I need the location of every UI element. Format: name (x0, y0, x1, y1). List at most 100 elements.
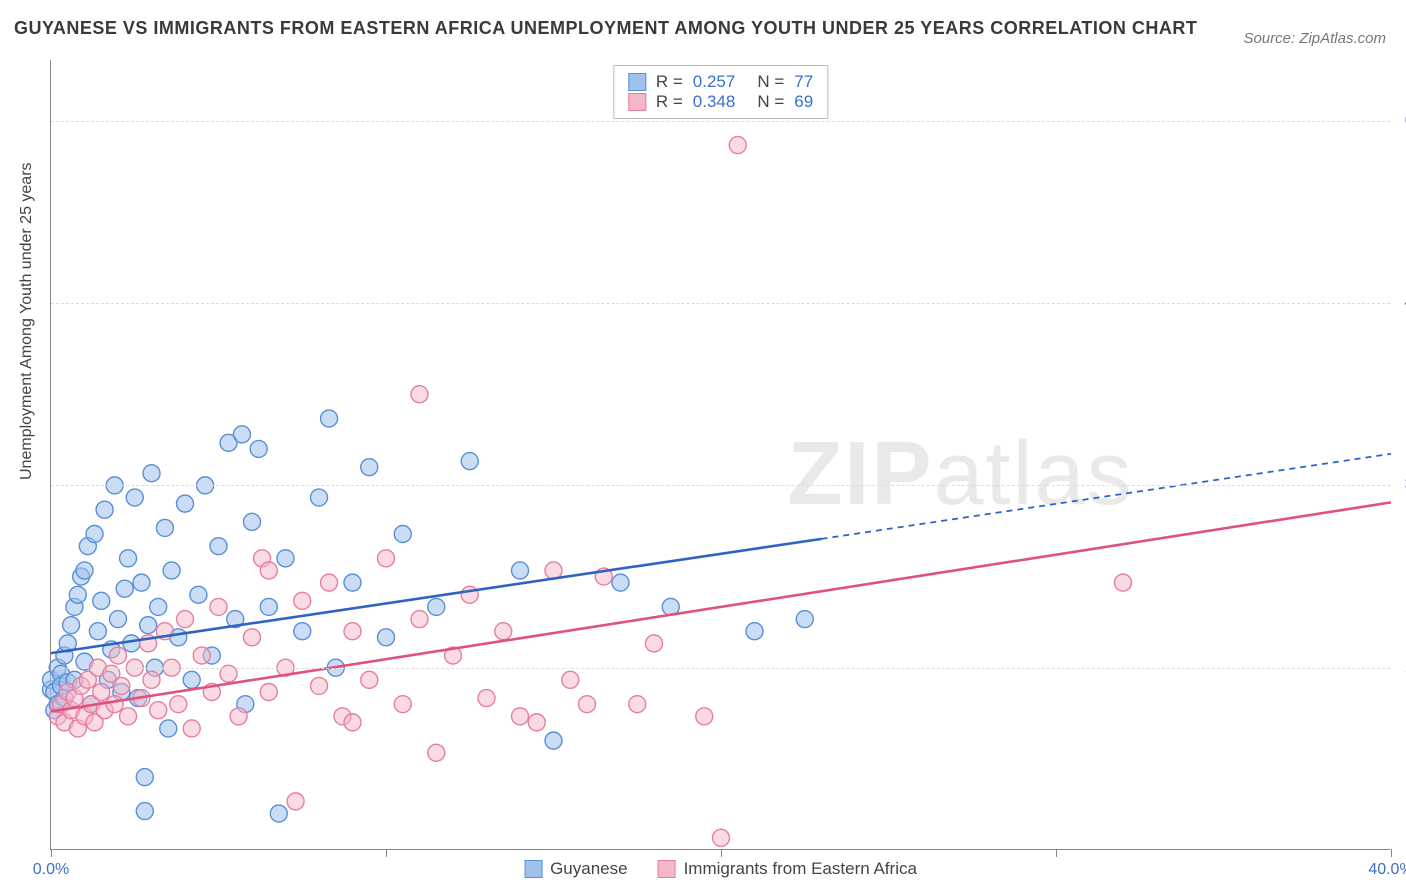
data-point-eastern-africa (344, 714, 361, 731)
data-point-eastern-africa (562, 671, 579, 688)
y-axis-label: Unemployment Among Youth under 25 years (18, 162, 36, 480)
data-point-guyanese (76, 562, 93, 579)
data-point-guyanese (250, 440, 267, 457)
data-point-guyanese (746, 623, 763, 640)
data-point-guyanese (126, 489, 143, 506)
data-point-guyanese (270, 805, 287, 822)
x-tick-mark (1056, 849, 1057, 857)
data-point-eastern-africa (311, 677, 328, 694)
bottom-legend: Guyanese Immigrants from Eastern Africa (524, 859, 917, 879)
data-point-guyanese (120, 550, 137, 567)
data-point-eastern-africa (287, 793, 304, 810)
data-point-eastern-africa (260, 562, 277, 579)
data-point-guyanese (160, 720, 177, 737)
data-point-guyanese (89, 623, 106, 640)
data-point-guyanese (93, 592, 110, 609)
data-point-guyanese (136, 803, 153, 820)
bottom-legend-item-1: Immigrants from Eastern Africa (658, 859, 917, 879)
data-point-guyanese (361, 459, 378, 476)
data-point-eastern-africa (93, 684, 110, 701)
data-point-guyanese (156, 519, 173, 536)
data-point-eastern-africa (512, 708, 529, 725)
data-point-eastern-africa (729, 137, 746, 154)
data-point-eastern-africa (411, 386, 428, 403)
data-point-eastern-africa (177, 611, 194, 628)
data-point-guyanese (96, 501, 113, 518)
data-point-eastern-africa (244, 629, 261, 646)
gridline (51, 668, 1390, 669)
data-point-guyanese (123, 635, 140, 652)
data-point-guyanese (277, 550, 294, 567)
chart-title: GUYANESE VS IMMIGRANTS FROM EASTERN AFRI… (14, 18, 1197, 39)
data-point-guyanese (545, 732, 562, 749)
data-point-guyanese (294, 623, 311, 640)
data-point-eastern-africa (478, 690, 495, 707)
data-point-guyanese (612, 574, 629, 591)
data-point-eastern-africa (646, 635, 663, 652)
data-point-eastern-africa (183, 720, 200, 737)
data-point-guyanese (311, 489, 328, 506)
data-point-eastern-africa (411, 611, 428, 628)
trend-line (51, 502, 1391, 711)
x-tick-mark (51, 849, 52, 857)
data-point-guyanese (69, 586, 86, 603)
gridline (51, 121, 1390, 122)
gridline (51, 485, 1390, 486)
bottom-legend-swatch-0 (524, 860, 542, 878)
bottom-legend-label-1: Immigrants from Eastern Africa (684, 859, 917, 879)
x-tick-mark (721, 849, 722, 857)
data-point-eastern-africa (528, 714, 545, 731)
data-point-eastern-africa (713, 829, 730, 846)
bottom-legend-swatch-1 (658, 860, 676, 878)
data-point-eastern-africa (106, 696, 123, 713)
x-tick-label: 40.0% (1368, 861, 1406, 879)
data-point-guyanese (321, 410, 338, 427)
data-point-guyanese (163, 562, 180, 579)
data-point-eastern-africa (629, 696, 646, 713)
data-point-guyanese (150, 598, 167, 615)
trend-line-solid (51, 539, 822, 653)
data-point-guyanese (116, 580, 133, 597)
data-point-guyanese (233, 426, 250, 443)
data-point-guyanese (86, 526, 103, 543)
data-point-guyanese (260, 598, 277, 615)
data-point-guyanese (143, 465, 160, 482)
data-point-guyanese (110, 611, 127, 628)
data-point-guyanese (461, 453, 478, 470)
data-point-eastern-africa (294, 592, 311, 609)
bottom-legend-label-0: Guyanese (550, 859, 628, 879)
chart-svg (51, 60, 1390, 849)
data-point-eastern-africa (394, 696, 411, 713)
data-point-guyanese (244, 513, 261, 530)
data-point-guyanese (512, 562, 529, 579)
data-point-eastern-africa (344, 623, 361, 640)
data-point-eastern-africa (696, 708, 713, 725)
data-point-guyanese (63, 617, 80, 634)
data-point-eastern-africa (113, 677, 130, 694)
data-point-eastern-africa (579, 696, 596, 713)
data-point-eastern-africa (378, 550, 395, 567)
data-point-guyanese (140, 617, 157, 634)
data-point-eastern-africa (193, 647, 210, 664)
chart-container: GUYANESE VS IMMIGRANTS FROM EASTERN AFRI… (0, 0, 1406, 892)
data-point-guyanese (190, 586, 207, 603)
data-point-guyanese (136, 769, 153, 786)
data-point-eastern-africa (230, 708, 247, 725)
data-point-eastern-africa (495, 623, 512, 640)
data-point-guyanese (796, 611, 813, 628)
data-point-eastern-africa (461, 586, 478, 603)
data-point-eastern-africa (321, 574, 338, 591)
data-point-guyanese (210, 538, 227, 555)
data-point-guyanese (378, 629, 395, 646)
data-point-eastern-africa (143, 671, 160, 688)
data-point-guyanese (428, 598, 445, 615)
data-point-eastern-africa (260, 684, 277, 701)
data-point-guyanese (177, 495, 194, 512)
x-tick-mark (386, 849, 387, 857)
source-label: Source: ZipAtlas.com (1243, 30, 1386, 47)
x-tick-mark (1391, 849, 1392, 857)
gridline (51, 303, 1390, 304)
x-tick-label: 0.0% (33, 861, 69, 879)
bottom-legend-item-0: Guyanese (524, 859, 628, 879)
data-point-guyanese (344, 574, 361, 591)
